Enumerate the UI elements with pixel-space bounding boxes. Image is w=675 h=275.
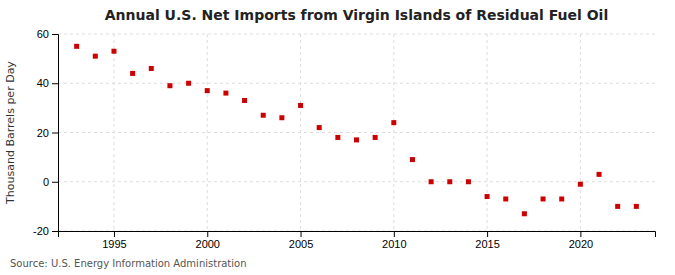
points	[74, 44, 639, 216]
point	[634, 204, 639, 209]
y-tick-mark	[52, 83, 58, 84]
x-tick-label: 2010	[382, 238, 406, 250]
x-tick-label: 2015	[475, 238, 499, 250]
source-annotation: Source: U.S. Energy Information Administ…	[10, 258, 247, 269]
point	[317, 125, 322, 130]
x-tick-mark	[580, 231, 581, 237]
y-tick-label: 40	[37, 77, 49, 89]
point	[223, 91, 228, 96]
point	[578, 182, 583, 187]
y-tick-label: -20	[33, 225, 49, 237]
point	[503, 196, 508, 201]
y-grid-line	[58, 34, 655, 35]
y-tick-mark	[52, 182, 58, 183]
point	[522, 211, 527, 216]
point	[298, 103, 303, 108]
y-axis-line	[52, 35, 59, 232]
y-axis-title: Thousand Barrels per Day	[4, 61, 17, 205]
point	[74, 44, 79, 49]
point	[93, 54, 98, 59]
point	[205, 88, 210, 93]
y-tick-label: 20	[37, 127, 49, 139]
x-tick-label: 1995	[102, 238, 126, 250]
point	[149, 66, 154, 71]
x-tick-label: 2020	[569, 238, 593, 250]
point	[261, 113, 266, 118]
x-tick: 2015	[475, 231, 499, 250]
x-tick: 2005	[289, 231, 313, 250]
point	[354, 137, 359, 142]
y-tick: 40	[37, 77, 58, 89]
x-tick-mark	[301, 231, 302, 237]
y-tick-mark	[52, 133, 58, 134]
plot-area: 1995 2000 2005 2010 2015 2020 -20 0 20 40 60	[33, 28, 655, 250]
point	[186, 81, 191, 86]
chart: 1995 2000 2005 2010 2015 2020 -20 0 20 40 60 Annual…	[0, 0, 675, 275]
y-tick-mark	[52, 231, 58, 232]
y-tick: 0	[43, 176, 58, 188]
y-grid-line	[58, 83, 655, 84]
point	[559, 196, 564, 201]
y-tick-mark	[52, 34, 58, 35]
x-grid-line	[207, 34, 208, 231]
point	[447, 179, 452, 184]
y-grid-line	[58, 181, 655, 182]
y-tick-label: 0	[43, 176, 49, 188]
point	[466, 179, 471, 184]
point	[130, 71, 135, 76]
point	[541, 196, 546, 201]
grid	[58, 34, 655, 231]
title: Annual U.S. Net Imports from Virgin Isla…	[105, 7, 608, 23]
y-tick-label: 60	[37, 28, 49, 40]
x-tick-mark	[394, 231, 395, 237]
point	[429, 179, 434, 184]
x-tick: 2020	[569, 231, 593, 250]
point	[335, 135, 340, 140]
x-tick: 1995	[102, 231, 126, 250]
y-tick: -20	[33, 225, 58, 237]
x-axis-line	[59, 232, 656, 238]
point	[391, 120, 396, 125]
x-tick-mark	[114, 231, 115, 237]
x-tick: 2000	[196, 231, 220, 250]
x-tick-mark	[207, 231, 208, 237]
point	[615, 204, 620, 209]
x-axis: 1995 2000 2005 2010 2015 2020	[59, 231, 656, 250]
y-axis: -20 0 20 40 60	[33, 28, 58, 237]
x-tick-label: 2000	[196, 238, 220, 250]
point	[410, 157, 415, 162]
x-tick: 2010	[382, 231, 406, 250]
x-tick-label: 2005	[289, 238, 313, 250]
y-tick: 60	[37, 28, 58, 40]
point	[485, 194, 490, 199]
point	[167, 83, 172, 88]
point	[373, 135, 378, 140]
point	[279, 115, 284, 120]
point	[242, 98, 247, 103]
y-tick: 20	[37, 127, 58, 139]
point	[111, 49, 116, 54]
x-tick-mark	[487, 231, 488, 237]
y-grid-line	[58, 132, 655, 133]
point	[597, 172, 602, 177]
